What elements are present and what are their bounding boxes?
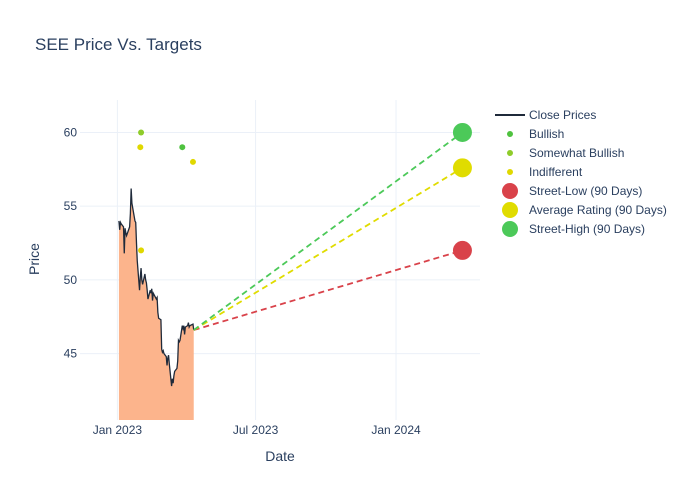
somewhat-bullish-rating-point <box>138 129 145 136</box>
close-price-area <box>118 188 194 420</box>
y-tick-label: 55 <box>64 199 78 213</box>
average-rating-marker <box>452 158 472 178</box>
y-axis-ticks: 45 50 55 60 <box>64 125 78 360</box>
legend-dot-swatch <box>507 150 513 156</box>
legend-dot-swatch <box>507 131 513 137</box>
legend-marker-swatch <box>502 183 518 199</box>
indifferent-rating-point <box>189 158 196 165</box>
street-high-target-line <box>193 131 463 331</box>
grid-lines <box>80 100 480 420</box>
street-high-marker <box>452 122 472 142</box>
legend-item-label: Somewhat Bullish <box>529 146 624 160</box>
y-axis-label: Price <box>26 243 42 275</box>
rating-points <box>137 122 472 260</box>
y-tick-label: 45 <box>64 347 78 361</box>
y-tick-label: 50 <box>64 273 78 287</box>
indifferent-rating-point <box>137 144 144 151</box>
legend-item-label: Close Prices <box>529 108 596 122</box>
x-axis-ticks: Jan 2023 Jul 2023 Jan 2024 <box>93 423 421 437</box>
price-area <box>118 188 194 420</box>
x-tick-label: Jan 2023 <box>93 423 143 437</box>
legend: Close Prices Bullish Somewhat Bullish Indif… <box>495 108 667 237</box>
price-lines <box>118 131 463 387</box>
legend-marker-swatch <box>502 202 518 218</box>
street-low-marker <box>452 240 472 260</box>
legend-item-label: Average Rating (90 Days) <box>529 203 667 217</box>
street-low-target-line <box>193 249 463 331</box>
legend-marker-swatch <box>502 221 518 237</box>
x-tick-label: Jul 2023 <box>233 423 279 437</box>
y-tick-label: 60 <box>64 125 78 139</box>
x-axis-label: Date <box>265 448 295 464</box>
legend-item-label: Street-High (90 Days) <box>529 222 645 236</box>
legend-item-label: Street-Low (90 Days) <box>529 184 642 198</box>
legend-item-label: Bullish <box>529 127 564 141</box>
legend-item-label: Indifferent <box>529 165 583 179</box>
chart-title: SEE Price Vs. Targets <box>35 35 202 54</box>
indifferent-rating-point <box>138 247 145 254</box>
x-tick-label: Jan 2024 <box>371 423 421 437</box>
legend-dot-swatch <box>507 169 513 175</box>
average-target-line <box>193 167 463 331</box>
bullish-rating-point <box>179 144 186 151</box>
close-price-line <box>118 188 195 387</box>
